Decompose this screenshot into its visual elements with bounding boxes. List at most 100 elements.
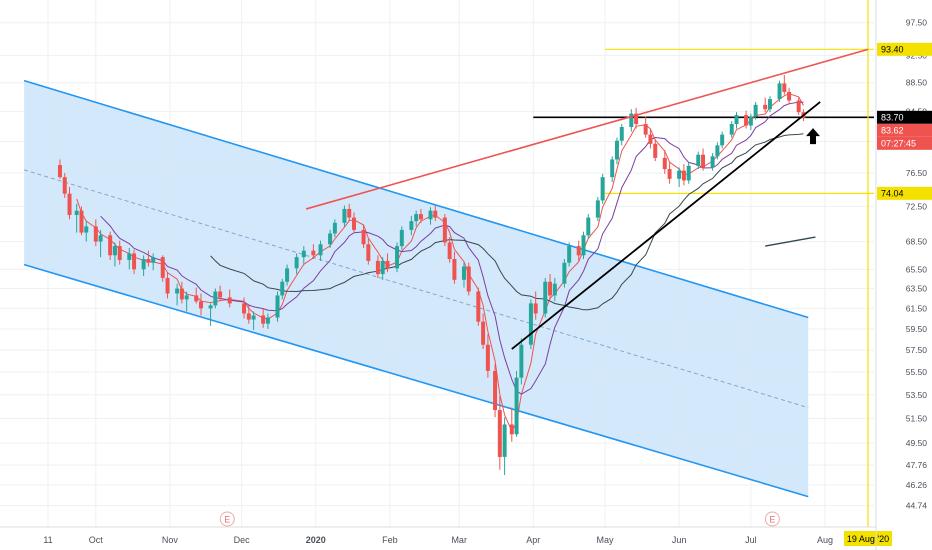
- candle-body: [552, 283, 557, 296]
- candle-body: [98, 235, 103, 242]
- up-arrow-icon[interactable]: [806, 128, 821, 145]
- y-tick-label: 44.74: [906, 501, 928, 511]
- candle-body: [428, 210, 433, 220]
- channel-median-line[interactable]: [23, 169, 809, 409]
- candle-body: [79, 210, 84, 233]
- candle-body: [796, 100, 801, 113]
- earnings-marker[interactable]: [764, 511, 780, 527]
- candle-body: [595, 200, 600, 218]
- y-tick-label: 46.26: [906, 480, 928, 490]
- price-label: 93.40: [881, 45, 904, 55]
- candle-body: [261, 315, 266, 324]
- x-tick-label: May: [597, 535, 615, 545]
- candle-body: [763, 104, 768, 110]
- x-tick-label: 2020: [306, 535, 326, 545]
- candle-body: [715, 145, 720, 157]
- candle-body: [485, 344, 490, 371]
- candle-body: [175, 288, 180, 294]
- candle-body: [366, 244, 371, 261]
- candle-body: [442, 217, 447, 243]
- x-axis: 11 Oct Nov Dec 2020 Feb Mar Apr May Jun Jul Aug 19 A…: [0, 526, 892, 546]
- candle-body: [528, 303, 533, 345]
- candle-body: [686, 165, 691, 181]
- y-tick-label: 68.50: [906, 237, 928, 247]
- candle-body: [108, 235, 113, 256]
- x-tick-label: Mar: [451, 535, 467, 545]
- price-labels: 93.40 83.70 83.62 07:27:45 74.04: [877, 42, 932, 200]
- x-tick-label: Dec: [234, 535, 251, 545]
- candle-body: [677, 170, 682, 179]
- price-label-box: [877, 42, 932, 56]
- price-label-box: [877, 110, 932, 124]
- y-tick-label: 76.50: [906, 168, 928, 178]
- candle-body: [576, 246, 581, 256]
- price-label-box: [877, 186, 932, 200]
- candle-body: [493, 370, 498, 411]
- candle-body: [452, 259, 457, 280]
- y-tick-label: 72.50: [906, 201, 928, 211]
- candle-body: [729, 124, 734, 135]
- channel-upper-line[interactable]: [23, 79, 809, 319]
- candle-body: [132, 253, 137, 270]
- candle-body: [667, 169, 672, 179]
- candle-body: [581, 235, 586, 256]
- x-tick-label: Aug: [817, 535, 833, 545]
- earnings-marker[interactable]: [219, 511, 235, 527]
- candle-body: [179, 288, 184, 300]
- candle-body: [165, 277, 170, 294]
- y-tick-label: 97.50: [906, 18, 928, 28]
- price-label: 83.70: [881, 113, 904, 123]
- x-cursor-label-box: [844, 531, 892, 546]
- x-tick-label: Feb: [382, 535, 398, 545]
- candle-body: [648, 134, 653, 144]
- candle-body: [361, 229, 366, 245]
- candle-body: [127, 253, 132, 260]
- descending-channel[interactable]: [23, 79, 809, 498]
- candle-body: [418, 214, 423, 220]
- candle-body: [112, 246, 117, 256]
- candlesticks: [57, 75, 806, 476]
- horizontal-lines[interactable]: [533, 0, 874, 527]
- candle-body: [332, 222, 337, 234]
- candle-body: [57, 165, 62, 178]
- candle-body: [311, 250, 316, 256]
- y-tick-label: 47.76: [906, 460, 928, 470]
- candle-body: [634, 113, 639, 125]
- candle-body: [662, 157, 667, 170]
- candle-body: [414, 214, 419, 222]
- trendlines[interactable]: [305, 48, 869, 350]
- candle-body: [275, 295, 280, 318]
- rising-wedge-upper-trendline[interactable]: [305, 48, 869, 210]
- candle-body: [744, 115, 749, 126]
- price-label-box: [877, 136, 932, 150]
- candle-body: [213, 291, 218, 306]
- y-tick-label: 55.50: [906, 367, 928, 377]
- candle-body: [433, 210, 438, 218]
- y-tick-label: 59.50: [906, 324, 928, 334]
- candle-body: [218, 291, 223, 298]
- candle-body: [199, 301, 204, 309]
- candle-body: [301, 250, 306, 258]
- candle-body: [399, 229, 404, 247]
- candle-body: [67, 193, 72, 215]
- candle-body: [614, 140, 619, 160]
- candle-body: [318, 244, 323, 256]
- candle-body: [681, 170, 686, 181]
- earnings-marker-label: E: [224, 515, 230, 525]
- candle-body: [643, 124, 648, 135]
- y-tick-label: 53.50: [906, 390, 928, 400]
- candle-body: [409, 221, 414, 230]
- candle-body: [519, 344, 524, 378]
- candle-body: [466, 266, 471, 292]
- price-label: 07:27:45: [881, 139, 916, 149]
- candle-body: [74, 210, 79, 215]
- channel-lower-line[interactable]: [23, 263, 809, 498]
- rising-support-trendline[interactable]: [511, 101, 821, 350]
- y-tick-label: 65.50: [906, 264, 928, 274]
- price-label: 83.62: [881, 126, 904, 136]
- candle-body: [600, 177, 605, 201]
- candle-body: [533, 303, 538, 314]
- candle-body: [701, 154, 706, 168]
